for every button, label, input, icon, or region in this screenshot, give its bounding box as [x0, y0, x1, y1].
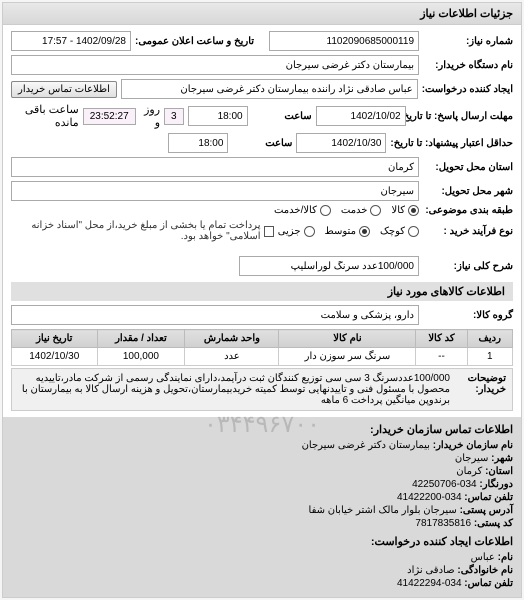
radio-dot-icon — [408, 205, 419, 216]
contact-family: نام خانوادگی: صادقی نژاد — [11, 565, 513, 576]
description-box: توضیحات خریدار: 100/000عددسرنگ 3 سی سی ت… — [11, 368, 513, 411]
group-label: گروه کالا: — [423, 310, 513, 321]
pub-input[interactable] — [11, 31, 131, 51]
send-date-input[interactable] — [316, 106, 406, 126]
valid-label: حداقل اعتبار پیشنهاد: تا تاریخ: — [390, 138, 513, 149]
radio-dot-icon — [370, 205, 381, 216]
city-input[interactable] — [11, 181, 419, 201]
goods-section-title: اطلاعات کالاهای مورد نیاز — [11, 282, 513, 301]
creator-header: اطلاعات ایجاد کننده درخواست: — [11, 535, 513, 548]
radio-dot-icon — [320, 205, 331, 216]
contact-province: استان: کرمان — [11, 466, 513, 477]
ref-row: شماره نیاز: تاریخ و ساعت اعلان عمومی: — [11, 31, 513, 51]
ref-input[interactable] — [269, 31, 419, 51]
city-row: شهر محل تحویل: — [11, 181, 513, 201]
contact-header: اطلاعات تماس سازمان خریدار: — [11, 423, 513, 436]
valid-time-input[interactable] — [168, 133, 228, 153]
contact-name: نام: عباس — [11, 552, 513, 563]
contact-section: اطلاعات تماس سازمان خریدار: نام سازمان خ… — [3, 417, 521, 597]
ref-label: شماره نیاز: — [423, 36, 513, 47]
need-label: شرح کلی نیاز: — [423, 261, 513, 272]
radio-small[interactable]: کوچک — [380, 226, 419, 237]
validity-row: حداقل اعتبار پیشنهاد: تا تاریخ: ساعت — [11, 133, 513, 153]
contact-tel: تلفن تماس: 034-41422200 — [11, 492, 513, 503]
contact-org: نام سازمان خریدار: بیمارستان دکتر غرضی س… — [11, 440, 513, 451]
need-row: شرح کلی نیاز: — [11, 256, 513, 276]
contact-address: آدرس پستی: سیرجان بلوار مالک اشتر خیابان… — [11, 505, 513, 516]
cell-code: -- — [416, 348, 467, 366]
valid-date-input[interactable] — [296, 133, 386, 153]
radio-service[interactable]: خدمت — [341, 205, 382, 216]
goods-table: ردیف کد کالا نام کالا واحد شمارش تعداد /… — [11, 329, 513, 366]
desc-text: 100/000عددسرنگ 3 سی سی توزیع کنندگان ثبت… — [18, 373, 450, 406]
remain-suffix: ساعت باقی مانده — [11, 103, 79, 129]
radio-dot-icon — [359, 226, 370, 237]
pub-label: تاریخ و ساعت اعلان عمومی: — [135, 36, 254, 47]
contact-button[interactable]: اطلاعات تماس خریدار — [11, 81, 117, 98]
treasury-checkbox[interactable] — [264, 226, 273, 237]
cell-date: 1402/10/30 — [12, 348, 98, 366]
details-panel: جزئیات اطلاعات نیاز شماره نیاز: تاریخ و … — [2, 2, 522, 598]
cell-unit: عدد — [185, 348, 279, 366]
time-label-2: ساعت — [232, 138, 292, 149]
creator-input[interactable] — [121, 79, 418, 99]
time-label-1: ساعت — [252, 111, 312, 122]
contact-phone: تلفن تماس: 034-41422294 — [11, 578, 513, 589]
col-unit: واحد شمارش — [185, 330, 279, 348]
radio-both[interactable]: کالا/خدمت — [274, 205, 331, 216]
col-row: ردیف — [467, 330, 512, 348]
creator-label: ایجاد کننده درخواست: — [422, 84, 513, 95]
province-input[interactable] — [11, 157, 419, 177]
creator-row: ایجاد کننده درخواست: اطلاعات تماس خریدار — [11, 79, 513, 99]
size-radios: کوچک متوسط جزیی — [278, 226, 419, 237]
cell-name: سرنگ سر سوزن دار — [279, 348, 416, 366]
group-input[interactable] — [11, 305, 419, 325]
classify-radios: کالا خدمت کالا/خدمت — [274, 205, 419, 216]
contact-postcode: کد پستی: 7817835816 — [11, 518, 513, 529]
city-label: شهر محل تحویل: — [423, 186, 513, 197]
radio-minor[interactable]: جزیی — [278, 226, 315, 237]
radio-dot-icon — [408, 226, 419, 237]
contact-fax: دورنگار: 034-42250706 — [11, 479, 513, 490]
days-label: روز و — [140, 103, 160, 129]
radio-goods[interactable]: کالا — [391, 205, 419, 216]
panel-title: جزئیات اطلاعات نیاز — [3, 3, 521, 25]
need-input[interactable] — [239, 256, 419, 276]
treasury-note: پرداخت تمام یا بخشی از مبلغ خرید،از محل … — [11, 220, 260, 242]
table-header-row: ردیف کد کالا نام کالا واحد شمارش تعداد /… — [12, 330, 513, 348]
deadline-row: مهلت ارسال پاسخ: تا تاریخ: ساعت 3 روز و … — [11, 103, 513, 129]
send-label: مهلت ارسال پاسخ: تا تاریخ: — [410, 111, 513, 122]
cell-idx: 1 — [467, 348, 512, 366]
contact-city: شهر: سیرجان — [11, 453, 513, 464]
col-code: کد کالا — [416, 330, 467, 348]
form-body: شماره نیاز: تاریخ و ساعت اعلان عمومی: نا… — [3, 25, 521, 417]
size-row: نوع فرآیند خرید : کوچک متوسط جزیی پرداخت… — [11, 220, 513, 242]
time-remaining: 3 روز و 23:52:27 ساعت باقی مانده — [11, 103, 184, 129]
classify-label: طبقه بندی موضوعی: — [423, 205, 513, 216]
radio-dot-icon — [304, 226, 315, 237]
col-name: نام کالا — [279, 330, 416, 348]
province-label: استان محل تحویل: — [423, 162, 513, 173]
time-box: 23:52:27 — [83, 108, 136, 125]
cell-qty: 100,000 — [97, 348, 185, 366]
col-qty: تعداد / مقدار — [97, 330, 185, 348]
device-input[interactable] — [11, 55, 419, 75]
days-box: 3 — [164, 108, 184, 125]
col-date: تاریخ نیاز — [12, 330, 98, 348]
table-row[interactable]: 1 -- سرنگ سر سوزن دار عدد 100,000 1402/1… — [12, 348, 513, 366]
device-row: نام دستگاه خریدار: — [11, 55, 513, 75]
device-label: نام دستگاه خریدار: — [423, 60, 513, 71]
desc-label: توضیحات خریدار: — [456, 373, 506, 406]
send-time-input[interactable] — [188, 106, 248, 126]
group-row: گروه کالا: — [11, 305, 513, 325]
radio-medium[interactable]: متوسط — [325, 226, 370, 237]
size-label: نوع فرآیند خرید : — [423, 226, 513, 237]
province-row: استان محل تحویل: — [11, 157, 513, 177]
classify-row: طبقه بندی موضوعی: کالا خدمت کالا/خدمت — [11, 205, 513, 216]
